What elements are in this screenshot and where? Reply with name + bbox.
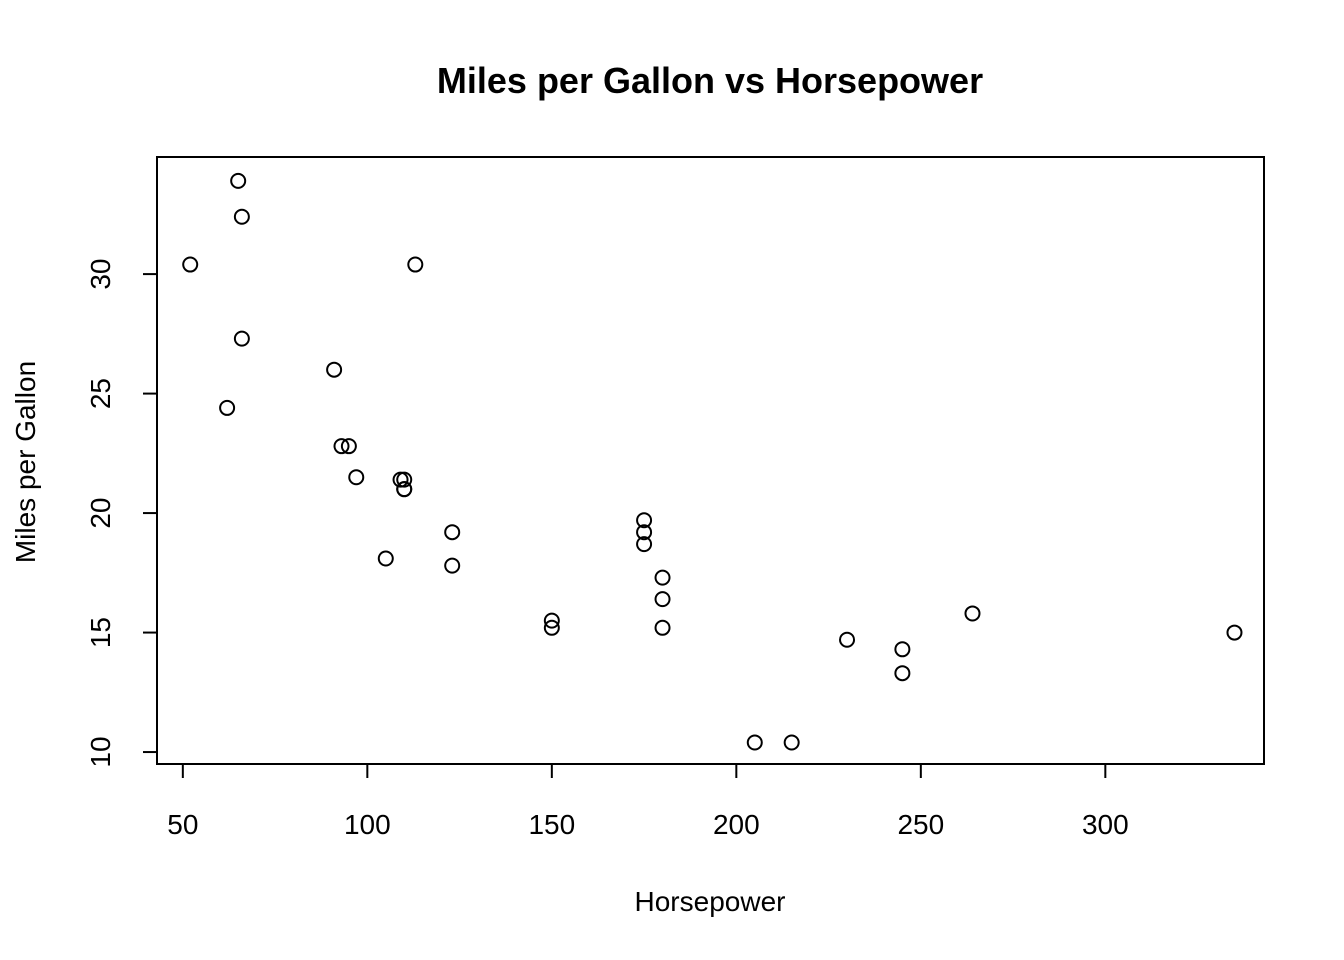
data-point <box>636 524 653 541</box>
data-point <box>964 605 981 622</box>
y-tick-label: 10 <box>85 736 116 767</box>
chart-title: Miles per Gallon vs Horsepower <box>437 60 983 101</box>
data-point <box>444 524 461 541</box>
y-axis: 10 15 20 25 30 <box>85 259 158 768</box>
data-point <box>219 399 236 416</box>
data-point <box>654 619 671 636</box>
data-point <box>543 612 560 629</box>
data-point <box>894 641 911 658</box>
x-tick-label: 150 <box>528 809 575 840</box>
y-tick-label: 25 <box>85 378 116 409</box>
data-point <box>636 536 653 553</box>
x-tick-label: 250 <box>897 809 944 840</box>
data-point <box>894 665 911 682</box>
y-axis-label: Miles per Gallon <box>10 361 41 563</box>
data-point <box>392 471 409 488</box>
data-point <box>839 631 856 648</box>
data-point <box>230 172 247 189</box>
data-point <box>340 438 357 455</box>
data-point <box>746 734 763 751</box>
data-point <box>543 619 560 636</box>
data-point <box>407 256 424 273</box>
y-tick-label: 30 <box>85 259 116 290</box>
y-tick-label: 15 <box>85 617 116 648</box>
x-axis: 50 100 150 200 250 300 <box>167 763 1129 840</box>
x-tick-label: 100 <box>344 809 391 840</box>
data-point <box>348 469 365 486</box>
data-point <box>1226 624 1243 641</box>
x-tick-label: 50 <box>167 809 198 840</box>
data-point <box>182 256 199 273</box>
x-tick-label: 200 <box>713 809 760 840</box>
data-point <box>396 481 413 498</box>
data-point <box>233 330 250 347</box>
data-points <box>182 172 1243 751</box>
y-tick-label: 20 <box>85 497 116 528</box>
data-point <box>377 550 394 567</box>
data-point <box>654 591 671 608</box>
x-axis-label: Horsepower <box>635 886 786 917</box>
data-point <box>233 208 250 225</box>
data-point <box>333 438 350 455</box>
data-point <box>654 569 671 586</box>
plot-frame <box>156 156 1265 765</box>
data-point <box>326 361 343 378</box>
data-point <box>783 734 800 751</box>
data-point <box>444 557 461 574</box>
x-tick-label: 300 <box>1082 809 1129 840</box>
data-point <box>636 512 653 529</box>
